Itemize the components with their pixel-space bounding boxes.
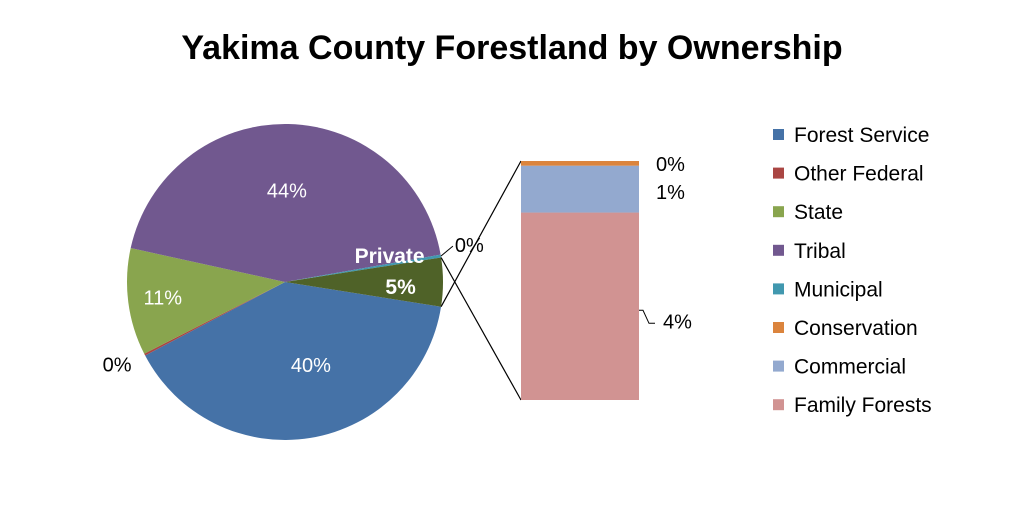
bar-segment-family-forests (521, 212, 639, 400)
data-label-private: 5% (385, 276, 416, 299)
pie-slice-forest-service (145, 282, 442, 440)
legend-swatch-conservation (773, 322, 784, 333)
data-label-tribal: 44% (267, 180, 307, 202)
legend-swatch-other-federal (773, 167, 784, 179)
legend-swatch-tribal (773, 244, 784, 256)
legend-swatch-forest-service (773, 129, 784, 140)
data-label-forest-service: 40% (291, 355, 331, 377)
legend-swatch-municipal (773, 283, 784, 295)
leader-line-municipal (440, 245, 454, 257)
chart-title: Yakima County Forestland by Ownership (181, 29, 842, 67)
bar-segment-conservation (521, 161, 639, 166)
bar-segment-commercial (521, 165, 639, 213)
pie-slice-other-federal (144, 282, 285, 356)
data-label-other-federal: 0% (103, 355, 132, 377)
legend-label-municipal: Municipal (794, 278, 883, 301)
legend-swatch-state (773, 206, 784, 218)
pie-slice-state (127, 248, 285, 354)
legend-label-family-forests: Family Forests (794, 394, 932, 417)
legend-label-conservation: Conservation (794, 317, 918, 340)
data-label-conservation: 0% (656, 154, 685, 176)
legend-label-commercial: Commercial (794, 356, 906, 379)
data-label-private-name: Private (355, 245, 425, 268)
pie-slice-private (285, 257, 443, 307)
connector-line-lower (440, 257, 522, 401)
leader-line-family-forests (639, 309, 655, 324)
legend-label-state: State (794, 201, 843, 224)
legend-label-forest-service: Forest Service (794, 124, 929, 147)
connector-lines (440, 160, 522, 401)
legend: Forest Service Other Federal State Tribal Mu… (773, 124, 932, 417)
legend-label-other-federal: Other Federal (794, 163, 924, 186)
data-label-municipal: 0% (455, 235, 484, 257)
legend-label-tribal: Tribal (794, 240, 846, 263)
data-label-state: 11% (143, 288, 182, 310)
legend-swatch-commercial (773, 360, 784, 372)
pie-slice-municipal (285, 254, 442, 282)
pie-labels: 40% 0% 11% 44% 0% Private 5% (103, 180, 484, 377)
connector-line-upper (440, 160, 522, 307)
data-label-family-forests: 4% (663, 311, 692, 333)
legend-swatch-family-forests (773, 399, 784, 411)
pie (127, 123, 443, 440)
data-label-commercial: 1% (656, 182, 685, 204)
pie-slice-tribal (130, 123, 441, 282)
breakout-bar: 4% 1% 0% (521, 154, 692, 400)
